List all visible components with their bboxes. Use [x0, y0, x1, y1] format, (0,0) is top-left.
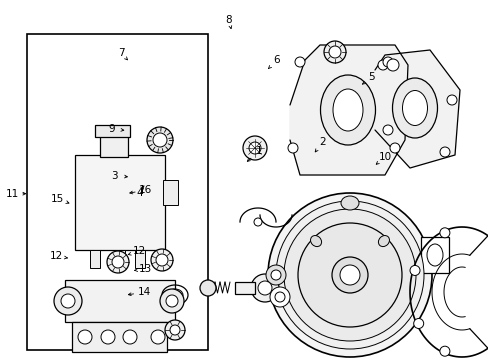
- Circle shape: [123, 330, 137, 344]
- Circle shape: [331, 257, 367, 293]
- Circle shape: [269, 287, 289, 307]
- Circle shape: [270, 270, 281, 280]
- Ellipse shape: [340, 196, 358, 210]
- Polygon shape: [289, 45, 407, 175]
- Circle shape: [439, 228, 449, 238]
- Circle shape: [151, 330, 164, 344]
- Circle shape: [200, 280, 216, 296]
- Circle shape: [156, 254, 168, 266]
- Circle shape: [409, 265, 419, 275]
- Bar: [163, 180, 178, 205]
- Circle shape: [243, 136, 266, 160]
- Bar: [235, 282, 254, 294]
- Circle shape: [112, 256, 124, 268]
- Text: 6: 6: [272, 55, 279, 66]
- Circle shape: [267, 193, 431, 357]
- Circle shape: [439, 346, 449, 356]
- Text: 13: 13: [139, 264, 152, 274]
- Circle shape: [389, 143, 399, 153]
- Text: 14: 14: [137, 287, 151, 297]
- Circle shape: [165, 295, 178, 307]
- Bar: [115, 250, 125, 268]
- Circle shape: [54, 287, 82, 315]
- Ellipse shape: [332, 89, 362, 131]
- Circle shape: [170, 325, 180, 335]
- Circle shape: [250, 274, 279, 302]
- Text: 10: 10: [378, 152, 391, 162]
- Circle shape: [382, 125, 392, 135]
- Circle shape: [413, 319, 423, 328]
- Circle shape: [248, 142, 261, 154]
- Circle shape: [382, 57, 392, 67]
- Bar: [27, 34, 207, 350]
- Circle shape: [61, 294, 75, 308]
- Circle shape: [160, 289, 183, 313]
- Circle shape: [297, 223, 401, 327]
- Circle shape: [265, 265, 285, 285]
- Circle shape: [153, 133, 167, 147]
- Text: 12: 12: [132, 246, 146, 256]
- Text: 1: 1: [255, 146, 262, 156]
- Ellipse shape: [378, 235, 388, 247]
- Text: 4: 4: [136, 188, 142, 198]
- Circle shape: [78, 330, 92, 344]
- Circle shape: [274, 292, 285, 302]
- Circle shape: [446, 95, 456, 105]
- Bar: [75, 155, 164, 250]
- Text: 5: 5: [367, 72, 374, 82]
- Bar: [65, 280, 175, 322]
- Ellipse shape: [426, 244, 442, 266]
- Circle shape: [328, 46, 340, 58]
- Circle shape: [151, 249, 173, 271]
- Ellipse shape: [310, 235, 321, 247]
- Bar: [72, 322, 167, 352]
- Circle shape: [439, 147, 449, 157]
- Circle shape: [386, 59, 398, 71]
- Text: 12: 12: [49, 251, 63, 261]
- Circle shape: [107, 251, 129, 273]
- Circle shape: [284, 209, 415, 341]
- Bar: [90, 250, 100, 268]
- Text: 3: 3: [111, 171, 118, 181]
- Circle shape: [294, 57, 305, 67]
- Text: 16: 16: [139, 185, 152, 195]
- Bar: [95, 125, 130, 137]
- Ellipse shape: [392, 78, 437, 138]
- Text: 2: 2: [319, 137, 325, 147]
- Bar: [135, 250, 145, 268]
- Text: 15: 15: [51, 194, 64, 204]
- Text: 7: 7: [118, 48, 124, 58]
- Text: 11: 11: [5, 189, 19, 199]
- Circle shape: [101, 330, 115, 344]
- Circle shape: [287, 143, 297, 153]
- Circle shape: [275, 201, 423, 349]
- Circle shape: [324, 41, 346, 63]
- Circle shape: [253, 218, 262, 226]
- Text: 8: 8: [225, 15, 232, 25]
- Circle shape: [258, 281, 271, 295]
- Circle shape: [147, 127, 173, 153]
- Ellipse shape: [402, 90, 427, 126]
- Text: 9: 9: [108, 124, 115, 134]
- Circle shape: [377, 60, 387, 70]
- Circle shape: [164, 320, 184, 340]
- Bar: [100, 133, 128, 157]
- Bar: [420, 237, 448, 273]
- Circle shape: [339, 265, 359, 285]
- Polygon shape: [374, 50, 459, 168]
- Ellipse shape: [320, 75, 375, 145]
